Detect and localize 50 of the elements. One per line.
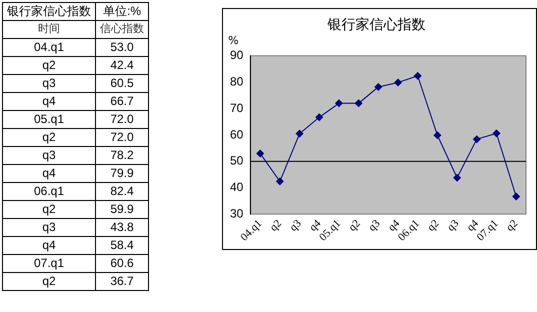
x-tick-label: q4 xyxy=(386,217,403,234)
category-label: q4 xyxy=(42,238,56,252)
y-axis-title: % xyxy=(228,34,239,47)
x-tick-label: q2 xyxy=(268,218,284,234)
category-label: q3 xyxy=(42,76,56,90)
text: 银行家信心指数 xyxy=(2,2,96,20)
text: 79.9 xyxy=(96,164,148,182)
category-label: 05.q1 xyxy=(34,112,64,126)
y-tick-label: 80 xyxy=(230,74,244,89)
x-tick-label: q4 xyxy=(307,217,324,234)
text: 58.4 xyxy=(96,236,148,254)
y-tick-label: 50 xyxy=(230,154,244,168)
text: 53.0 xyxy=(96,38,148,56)
x-tick-label: q2 xyxy=(504,218,520,234)
text: 时间 xyxy=(2,20,96,38)
text: 82.4 xyxy=(96,182,148,200)
text: 72.0 xyxy=(96,110,148,128)
text: 43.8 xyxy=(96,218,148,236)
text: 66.7 xyxy=(96,92,148,110)
category-label: 04.q1 xyxy=(34,40,64,54)
y-tick-label: 90 xyxy=(230,48,244,62)
text: 59.9 xyxy=(96,200,148,218)
chart-title: 银行家信心指数 xyxy=(326,17,426,34)
text: 36.7 xyxy=(96,272,148,290)
category-label: 07.q1 xyxy=(34,256,64,270)
text: 单位:% xyxy=(96,2,148,20)
category-label: q2 xyxy=(42,202,56,216)
category-label: q4 xyxy=(42,94,56,108)
text: 42.4 xyxy=(96,56,148,74)
x-tick-label: q3 xyxy=(287,217,304,234)
text: 78.2 xyxy=(96,146,148,164)
category-label: q2 xyxy=(42,274,56,288)
category-label: q4 xyxy=(42,166,56,180)
text: 72.0 xyxy=(96,128,148,146)
category-label: q3 xyxy=(42,148,56,162)
category-label: q2 xyxy=(42,58,56,72)
x-tick-label: q3 xyxy=(444,217,462,234)
y-tick-label: 70 xyxy=(230,100,244,115)
y-tick-label: 40 xyxy=(230,180,244,194)
y-tick-label: 30 xyxy=(230,206,244,220)
x-tick-label: q4 xyxy=(464,217,482,234)
text: 60.6 xyxy=(96,254,148,272)
x-tick-label: q3 xyxy=(366,217,383,234)
text: 信心指数 xyxy=(96,20,148,38)
category-label: 06.q1 xyxy=(34,184,64,198)
y-tick-label: 60 xyxy=(230,127,244,142)
x-tick-label: q2 xyxy=(346,218,363,234)
category-label: q2 xyxy=(42,130,56,144)
x-tick-label: q2 xyxy=(425,218,442,234)
text: 60.5 xyxy=(96,74,148,92)
